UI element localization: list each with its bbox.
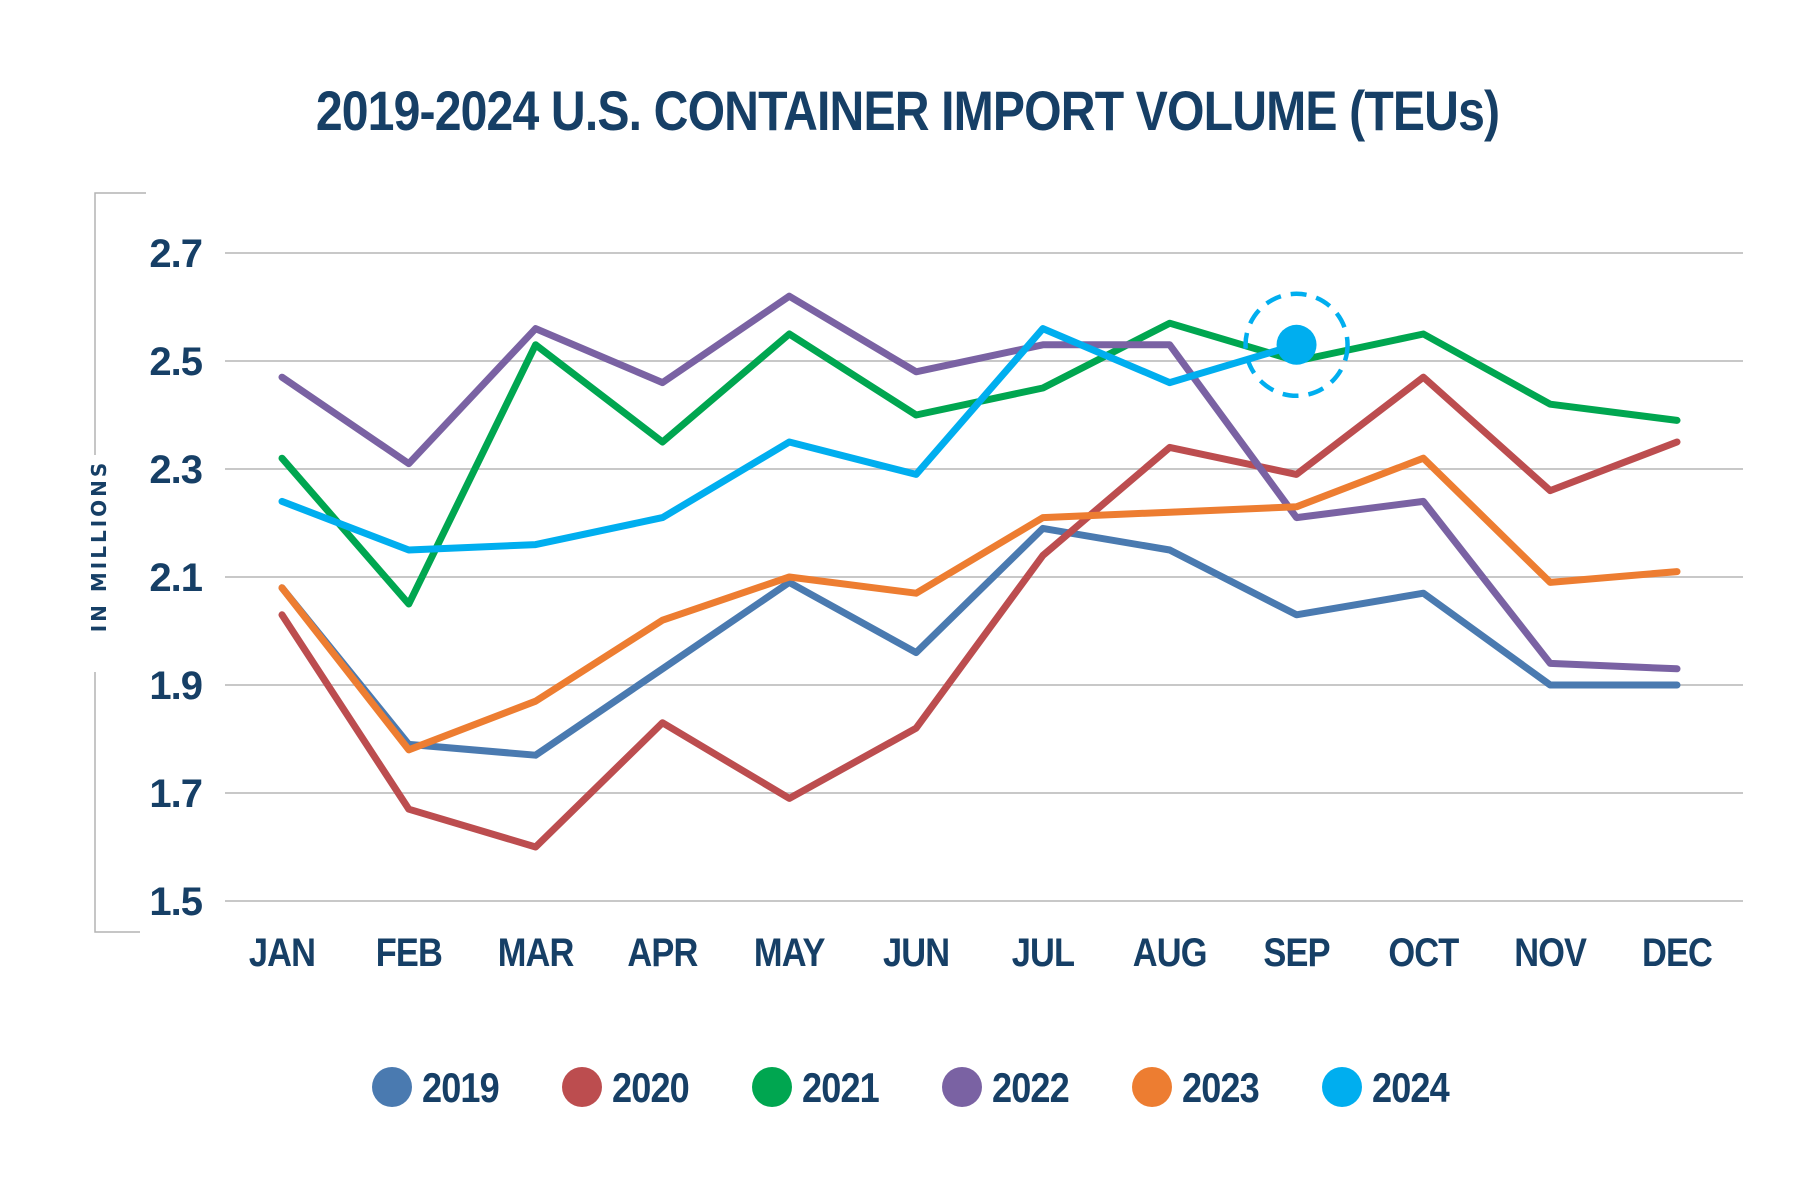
x-tick-label: NOV (1514, 930, 1587, 975)
x-axis-ticks: JAN FEB MAR APR MAY JUN JUL AUG SEP OCT NOV DEC (249, 930, 1713, 975)
annotations (1243, 291, 1350, 399)
legend-swatch (1322, 1067, 1362, 1107)
x-tick-label: APR (627, 930, 698, 975)
y-tick-label: 1.7 (149, 772, 202, 816)
gridlines (225, 252, 1743, 902)
chart-title: 2019-2024 U.S. CONTAINER IMPORT VOLUME (… (315, 79, 1500, 142)
legend-swatch (562, 1067, 602, 1107)
y-tick-label: 2.7 (149, 232, 202, 276)
legend-label: 2021 (802, 1066, 879, 1112)
series-line-2022 (278, 292, 1681, 673)
legend-swatch (752, 1067, 792, 1107)
x-tick-label: MAR (498, 930, 575, 975)
series-line-2023 (278, 454, 1681, 754)
legend-swatch (372, 1067, 412, 1107)
legend-label: 2024 (1372, 1066, 1450, 1112)
legend-label: 2023 (1182, 1066, 1259, 1112)
legend-swatch (942, 1067, 982, 1107)
legend-label: 2019 (422, 1066, 499, 1112)
legend-item-2022: 2022 (942, 1066, 1070, 1112)
legend-item-2019: 2019 (372, 1066, 500, 1112)
x-tick-label: SEP (1263, 930, 1329, 975)
series-line-2019 (278, 524, 1681, 759)
highlight-ring (1243, 291, 1350, 399)
x-tick-label: JUN (883, 930, 949, 975)
x-tick-label: DEC (1642, 930, 1712, 975)
legend-item-2021: 2021 (752, 1066, 880, 1112)
y-axis-bracket (94, 192, 146, 933)
x-tick-label: JUL (1012, 930, 1075, 975)
y-tick-label: 2.5 (149, 340, 202, 384)
y-tick-label: 1.5 (149, 880, 202, 924)
legend: 2019 2020 2021 2022 2023 2024 (372, 1066, 1451, 1112)
y-axis-ticks: 2.7 2.5 2.3 2.1 1.9 1.7 1.5 (149, 232, 203, 924)
legend-item-2023: 2023 (1132, 1066, 1260, 1112)
x-tick-label: FEB (376, 930, 442, 975)
legend-item-2020: 2020 (562, 1066, 690, 1112)
legend-label: 2022 (992, 1066, 1069, 1112)
series-line-2020 (278, 373, 1681, 851)
y-axis-label: IN MILLIONS (87, 460, 111, 633)
x-tick-label: JAN (249, 930, 315, 975)
y-tick-label: 2.3 (149, 448, 202, 492)
bracket-bottom (94, 672, 140, 933)
series-lines (278, 292, 1681, 851)
x-tick-label: OCT (1388, 930, 1459, 975)
y-tick-label: 2.1 (149, 556, 202, 600)
bracket-top (94, 192, 146, 455)
highlight-point (1276, 324, 1317, 365)
series-line-2024 (278, 325, 1300, 554)
x-tick-label: MAY (754, 930, 826, 975)
legend-label: 2020 (612, 1066, 689, 1112)
y-tick-label: 1.9 (149, 664, 202, 708)
x-tick-label: AUG (1133, 930, 1207, 975)
legend-item-2024: 2024 (1322, 1066, 1451, 1112)
legend-swatch (1132, 1067, 1172, 1107)
